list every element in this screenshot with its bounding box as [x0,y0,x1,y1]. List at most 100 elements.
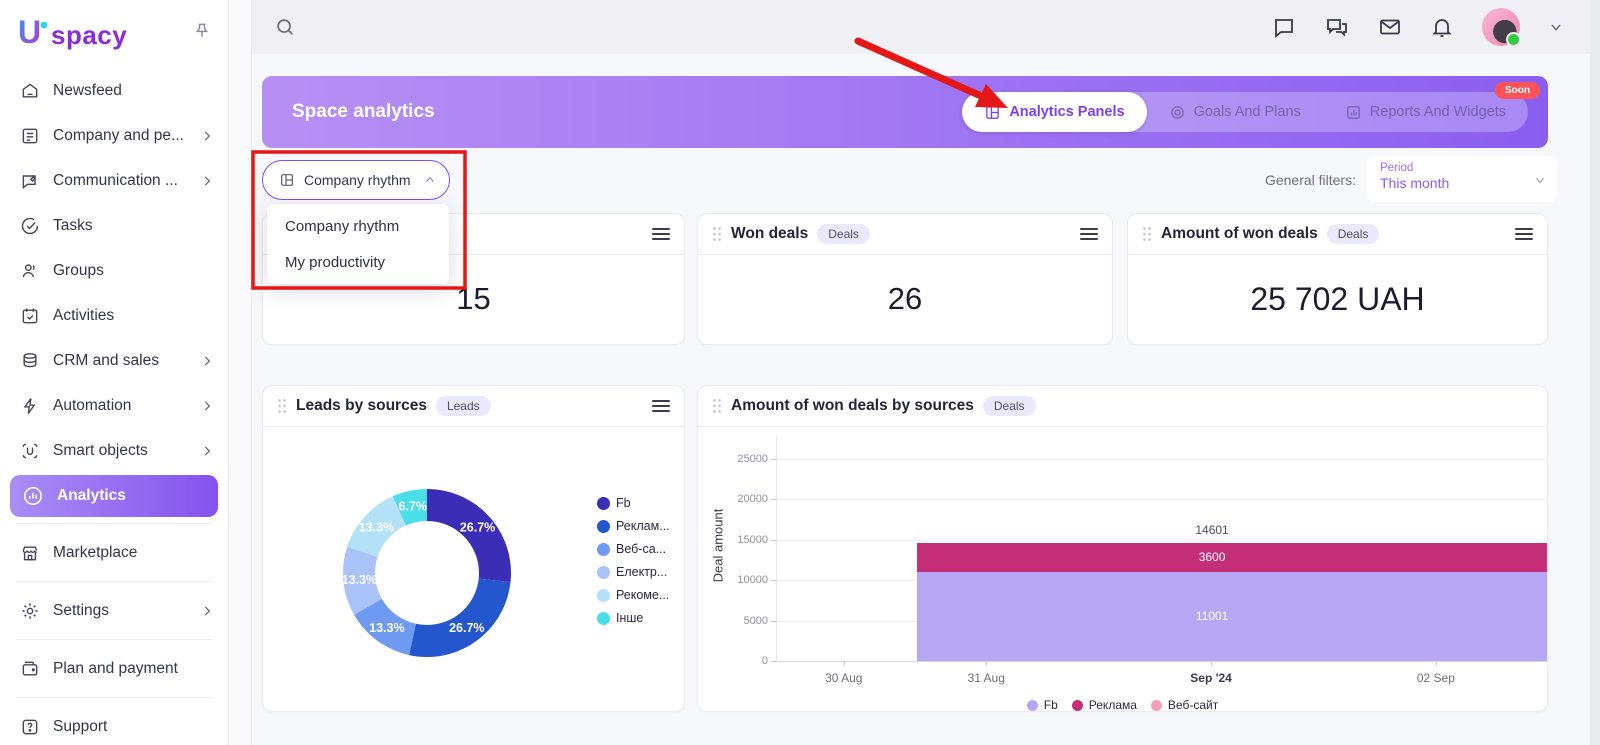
legend-dot [597,565,610,579]
bar-plot: 11001 3600 14601 [776,436,1547,662]
donut-legend-item[interactable]: Інше [597,611,670,625]
card-title: Amount of won deals by sources [731,397,974,414]
bar-legend-item[interactable]: Веб-сайт [1150,698,1218,712]
card-menu-icon[interactable] [652,400,670,412]
panel-select-button[interactable]: Company rhythm [262,160,450,200]
sidebar-item-tasks[interactable]: Tasks [0,203,228,248]
tab-reports-and-widgets[interactable]: Reports And Widgets [1323,92,1528,132]
search-button[interactable] [274,16,296,38]
pin-icon[interactable] [192,21,212,41]
chevron-right-icon [200,174,214,188]
y-tick-label: 5000 [743,614,768,627]
bell-icon[interactable] [1430,15,1454,39]
donut-slice[interactable] [343,489,511,657]
card-menu-icon[interactable] [1080,228,1098,240]
divider [16,523,212,524]
legend-label: Електр... [616,565,668,579]
chevron-down-icon [1533,173,1547,187]
menu-option-my-productivity[interactable]: My productivity [285,253,386,271]
bar-segment-Реклама[interactable] [917,543,1547,573]
card-menu-icon[interactable] [1515,228,1533,240]
donut-slice[interactable] [343,489,511,657]
card-amount-won-deals: Amount of won deals Deals 25 702 UAH [1127,213,1548,345]
sidebar-item-newsfeed[interactable]: Newsfeed [0,68,228,113]
panels-icon [986,105,1000,119]
chevron-right-icon [200,129,214,143]
drag-handle-icon[interactable] [712,398,722,414]
bar-segment-Fb[interactable] [917,572,1547,661]
legend-dot [597,611,610,625]
logo-text: spacy [51,20,128,50]
chevron-right-icon [200,604,214,618]
entity-badge: Deals [817,224,870,244]
drag-handle-icon[interactable] [1142,226,1152,242]
bar-legend-item[interactable]: Fb [1026,698,1058,712]
donut-slice[interactable] [343,489,511,657]
sidebar-item-label: Company and pe... [53,126,184,144]
sidebar-item-plan-and-payment[interactable]: Plan and payment [0,646,228,691]
tab-group: Analytics Panels Goals And Plans Reports… [962,82,1540,132]
bar-segment-value: 11001 [1195,608,1229,623]
sidebar-item-settings[interactable]: Settings [0,588,228,633]
card-title: Leads by sources [296,397,427,414]
tab-analytics-panels[interactable]: Analytics Panels [962,92,1147,132]
sidebar-item-label: Groups [53,261,104,279]
sidebar-item-communication[interactable]: Communication ... [0,158,228,203]
uspacy-logo[interactable]: U spacy [16,14,127,48]
divider [16,697,212,698]
legend-dot [597,542,610,556]
donut-legend-item[interactable]: Fb [597,496,670,510]
donut-chart-area: 26.7% 26.7% 13.3% 13.3% 13.3% 6.7% Fb Реклам..… [263,426,684,711]
bar-legend-item[interactable]: Реклама [1071,698,1137,712]
menu-option-company-rhythm[interactable]: Company rhythm [285,217,400,235]
period-filter-value: This month [1380,175,1450,191]
sidebar-item-support[interactable]: Support [0,704,228,745]
report-icon [1346,105,1360,119]
tab-goals-and-plans[interactable]: Goals And Plans [1147,92,1323,132]
sidebar-item-label: Marketplace [53,543,138,561]
general-filters-label: General filters: [1264,172,1356,188]
marketplace-icon [20,543,40,563]
card-menu-icon[interactable] [652,228,670,240]
drag-handle-icon[interactable] [277,398,287,414]
card-amount-by-sources: Amount of won deals by sources Deals 110… [697,385,1548,712]
page-title: Space analytics [292,101,435,122]
mail-icon[interactable] [1378,15,1402,39]
legend-label: Інше [616,611,644,625]
donut-legend-item[interactable]: Електр... [597,565,670,579]
card-leads-by-sources: Leads by sources Leads 26.7% 26.7% 13.3% 13… [262,385,685,712]
legend-dot [1150,699,1162,711]
chevron-down-icon[interactable] [1548,19,1564,35]
legend-label: Реклама [1088,698,1137,712]
sidebar-item-label: Analytics [57,487,126,504]
period-filter[interactable]: Period This month [1366,156,1557,202]
bar-segment-value: 3600 [1198,549,1226,564]
sidebar-scroll-gutter[interactable] [228,0,252,745]
target-icon [1170,105,1184,119]
sidebar-item-activities[interactable]: Activities [0,293,228,338]
svg-text:U: U [18,14,41,48]
sidebar-item-marketplace[interactable]: Marketplace [0,530,228,575]
comment-icon[interactable] [1272,15,1296,39]
sidebar-item-analytics[interactable]: Analytics [10,475,218,517]
card-title: Amount of won deals [1161,225,1318,242]
donut-percent-label: 6.7% [399,500,428,514]
sidebar-item-automation[interactable]: Automation [0,383,228,428]
donut-legend-item[interactable]: Реклам... [597,519,670,533]
chat-icon[interactable] [1324,15,1350,39]
sidebar-item-label: Newsfeed [53,81,122,99]
sidebar-item-label: Activities [53,306,115,324]
sidebar-item-smart-objects[interactable]: Smart objects [0,428,228,473]
sidebar-item-groups[interactable]: Groups [0,248,228,293]
avatar[interactable] [1482,8,1521,47]
sidebar-item-label: Communication ... [53,171,178,189]
page-scrollbar[interactable] [1590,0,1600,745]
sidebar-item-crm-and-sales[interactable]: CRM and sales [0,338,228,383]
donut-legend-item[interactable]: Рекоме... [597,588,670,602]
drag-handle-icon[interactable] [712,226,722,242]
support-icon [20,717,40,737]
sidebar-item-company-and-people[interactable]: Company and pe... [0,113,228,158]
donut-legend-item[interactable]: Веб-са... [597,542,670,556]
chevron-right-icon [200,444,214,458]
legend-dot [1071,699,1083,711]
